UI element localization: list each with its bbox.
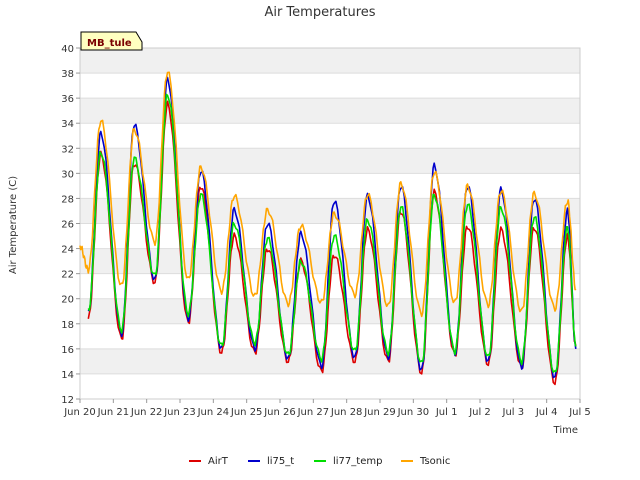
y-tick-label: 40 — [61, 44, 74, 55]
y-tick-label: 36 — [61, 94, 74, 105]
y-tick-label: 12 — [61, 395, 74, 406]
y-tick-label: 26 — [61, 220, 74, 231]
legend-item-tsonic: Tsonic — [401, 456, 450, 467]
x-tick-label: Jun 30 — [397, 407, 430, 418]
y-tick-label: 18 — [61, 320, 74, 331]
x-axis-label: Time — [553, 425, 578, 436]
x-axis: Jun 20 Jun 21 Jun 22 Jun 23 Jun 24 Jun 25 Jun … — [63, 399, 591, 418]
y-tick-label: 28 — [61, 194, 74, 205]
series-line-li77-temp — [87, 93, 577, 373]
x-tick-label: Jul 5 — [568, 407, 591, 418]
y-tick-label: 30 — [61, 169, 74, 180]
legend-label: Tsonic — [419, 456, 450, 467]
x-tick-label: Jun 22 — [130, 407, 163, 418]
series-line-li75-t — [87, 76, 577, 379]
legend-item-li77-temp: li77_temp — [314, 456, 382, 467]
grid-band — [80, 148, 580, 174]
x-tick-label: Jul 1 — [435, 407, 458, 418]
grid-band — [80, 98, 580, 124]
site-badge-box — [80, 31, 143, 51]
grid-band — [80, 48, 580, 74]
y-tick-label: 34 — [61, 119, 74, 130]
series-line-tsonic — [79, 71, 577, 318]
x-tick-label: Jun 21 — [97, 407, 130, 418]
site-badge: MB_tule — [80, 31, 143, 51]
y-tick-label: 38 — [61, 69, 74, 80]
y-tick-label: 14 — [61, 370, 74, 381]
legend-label: AirT — [208, 456, 229, 467]
grid-band — [80, 298, 580, 324]
y-tick-label: 32 — [61, 144, 74, 155]
site-badge-label: MB_tule — [87, 38, 132, 49]
x-tick-label: Jul 3 — [502, 407, 525, 418]
series-lines — [79, 71, 577, 386]
x-tick-label: Jul 4 — [535, 407, 558, 418]
legend-item-airt: AirT — [189, 456, 229, 467]
x-tick-label: Jun 24 — [197, 407, 230, 418]
series-line-airt — [87, 100, 577, 386]
legend-item-li75-t: li75_t — [248, 456, 294, 467]
legend-label: li75_t — [267, 456, 294, 467]
x-tick-label: Jun 27 — [297, 407, 330, 418]
grid-band — [80, 348, 580, 374]
x-tick-label: Jun 26 — [263, 407, 296, 418]
y-tick-label: 20 — [61, 295, 74, 306]
legend-label: li77_temp — [333, 456, 382, 467]
x-tick-label: Jul 2 — [468, 407, 491, 418]
legend: AirT li75_t li77_temp Tsonic — [189, 456, 450, 467]
y-tick-label: 24 — [61, 245, 74, 256]
x-tick-label: Jun 25 — [230, 407, 263, 418]
x-tick-label: Jun 29 — [363, 407, 396, 418]
x-tick-label: Jun 28 — [330, 407, 363, 418]
y-tick-label: 22 — [61, 270, 74, 281]
chart-title: Air Temperatures — [264, 5, 375, 20]
y-axis-label: Air Temperature (C) — [8, 176, 19, 274]
x-tick-label: Jun 23 — [163, 407, 196, 418]
y-tick-label: 16 — [61, 345, 74, 356]
y-axis: 12 14 16 18 20 22 24 26 28 30 32 34 36 38 40 — [61, 44, 80, 406]
x-tick-label: Jun 20 — [63, 407, 96, 418]
